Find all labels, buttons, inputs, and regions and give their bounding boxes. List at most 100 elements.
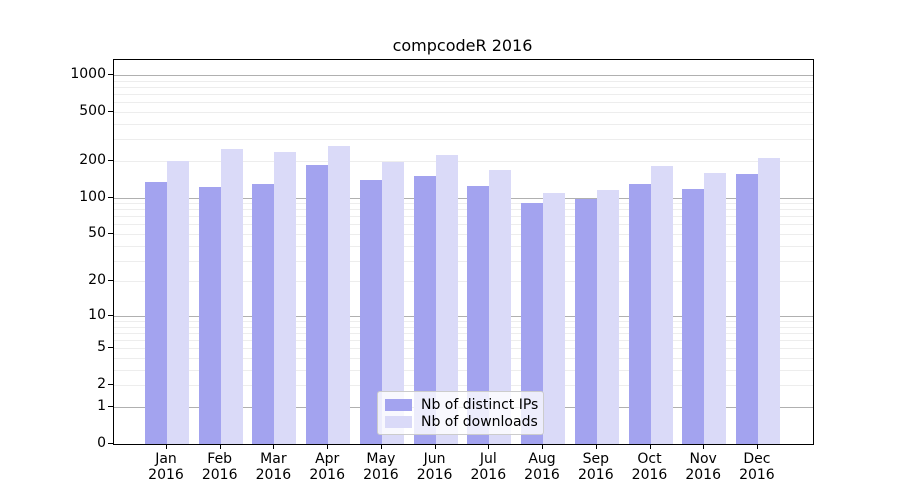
gridline-minor xyxy=(114,86,813,88)
bar-distinct-ips-aug xyxy=(521,202,543,444)
x-tick-label-line: Mar xyxy=(260,451,287,467)
gridline-minor xyxy=(114,216,813,218)
legend-item-downloads: Nb of downloads xyxy=(385,414,538,430)
gridline-minor xyxy=(114,160,813,162)
bar-distinct-ips-oct xyxy=(628,183,651,444)
bar-distinct-ips-apr xyxy=(306,165,329,444)
gridline-minor xyxy=(114,234,813,235)
legend: Nb of distinct IPs Nb of downloads xyxy=(377,391,544,435)
gridline-minor xyxy=(114,102,813,104)
y-tick-label: 50 xyxy=(88,225,106,241)
y-tick-label: 20 xyxy=(88,272,106,289)
x-tick-label-line: Jan xyxy=(155,451,177,467)
bar-distinct-ips-feb xyxy=(198,187,221,444)
x-tick-label-line: Oct xyxy=(637,451,662,467)
x-tick-mark xyxy=(380,444,382,449)
x-tick-label-may: May 2016 xyxy=(351,451,411,483)
x-tick-label-oct: Oct 2016 xyxy=(620,451,680,483)
x-tick-label-line: Aug xyxy=(528,451,556,467)
gridline-minor xyxy=(114,260,813,262)
bar-downloads-jun xyxy=(435,154,458,444)
gridline-minor xyxy=(114,209,813,211)
gridline-minor xyxy=(114,281,813,283)
x-tick-label-line: Nov xyxy=(689,451,717,467)
y-tick-label: 500 xyxy=(79,102,106,119)
gridline-minor xyxy=(114,332,813,334)
bar-downloads-oct xyxy=(650,166,673,444)
y-tick-mark xyxy=(108,196,113,198)
x-tick-mark xyxy=(166,444,167,449)
x-tick-label-line: Apr xyxy=(315,451,340,467)
gridline-minor xyxy=(114,123,813,125)
gridline-minor xyxy=(114,203,813,204)
x-tick-label-line: 2016 xyxy=(416,467,453,483)
plot-area xyxy=(113,59,814,445)
x-tick-label-jun: Jun 2016 xyxy=(405,451,465,483)
gridline-minor xyxy=(114,139,813,141)
bar-distinct-ips-nov xyxy=(682,189,705,444)
x-tick-label-sep: Sep 2016 xyxy=(566,451,626,483)
y-tick-mark xyxy=(108,159,113,161)
gridline-minor xyxy=(114,348,813,350)
y-tick-label: 200 xyxy=(79,151,106,168)
bar-downloads-apr xyxy=(328,146,351,444)
gridline-minor xyxy=(114,245,813,247)
bar-downloads-dec xyxy=(757,158,780,444)
x-tick-label-mar: Mar 2016 xyxy=(243,451,303,483)
y-tick-mark xyxy=(108,443,113,444)
legend-label-downloads: Nb of downloads xyxy=(421,414,538,430)
x-tick-label-line: Feb xyxy=(207,451,233,467)
y-tick-mark xyxy=(108,406,113,407)
x-tick-label-line: 2016 xyxy=(685,467,721,483)
bar-downloads-nov xyxy=(704,173,727,444)
gridline-major xyxy=(114,74,813,76)
x-tick-label-line: Jul xyxy=(479,451,497,467)
gridline-minor xyxy=(114,326,813,328)
bar-distinct-ips-jun xyxy=(413,176,436,444)
y-tick-label: 100 xyxy=(79,188,106,205)
legend-swatch-downloads xyxy=(385,416,412,428)
gridline-minor xyxy=(114,224,813,226)
x-tick-label-line: 2016 xyxy=(363,467,399,483)
bar-distinct-ips-may xyxy=(359,180,382,444)
gridline-minor xyxy=(114,340,813,342)
gridline-minor xyxy=(114,369,813,371)
x-tick-label-line: 2016 xyxy=(309,467,345,483)
legend-label-distinct-ips: Nb of distinct IPs xyxy=(421,397,539,413)
x-tick-mark xyxy=(703,444,705,449)
bar-distinct-ips-dec xyxy=(735,174,758,444)
x-tick-mark xyxy=(595,444,597,449)
x-tick-mark xyxy=(434,444,436,449)
gridline-minor xyxy=(114,80,813,82)
gridline-minor xyxy=(114,111,813,113)
bar-downloads-jul xyxy=(489,170,512,444)
gridline-minor xyxy=(114,94,813,95)
x-tick-label-line: 2016 xyxy=(255,467,292,483)
x-tick-label-apr: Apr 2016 xyxy=(297,451,357,483)
x-tick-label-nov: Nov 2016 xyxy=(673,451,733,483)
x-tick-label-jan: Jan 2016 xyxy=(136,451,196,483)
y-tick-label: 5 xyxy=(97,339,106,356)
legend-item-distinct-ips: Nb of distinct IPs xyxy=(385,397,539,413)
x-tick-mark xyxy=(273,444,275,449)
y-tick-label: 1000 xyxy=(70,65,106,82)
gridline-major xyxy=(114,315,813,317)
x-tick-mark xyxy=(542,444,543,449)
x-tick-label-feb: Feb 2016 xyxy=(190,451,250,483)
x-tick-label-line: 2016 xyxy=(524,467,560,483)
legend-swatch-distinct-ips xyxy=(385,399,412,411)
bar-distinct-ips-sep xyxy=(574,199,597,444)
x-tick-label-line: Sep xyxy=(582,451,609,467)
x-tick-label-aug: Aug 2016 xyxy=(512,451,572,483)
bar-downloads-jan xyxy=(167,160,189,444)
x-tick-mark xyxy=(488,444,490,449)
y-tick-mark xyxy=(108,347,113,349)
bar-distinct-ips-jul xyxy=(467,185,490,444)
y-tick-label: 1 xyxy=(97,398,106,414)
y-tick-label: 2 xyxy=(97,376,106,393)
bar-distinct-ips-mar xyxy=(252,183,275,444)
x-tick-mark xyxy=(219,444,221,449)
y-tick-mark xyxy=(108,110,113,112)
chart-title: compcodeR 2016 xyxy=(392,36,533,55)
